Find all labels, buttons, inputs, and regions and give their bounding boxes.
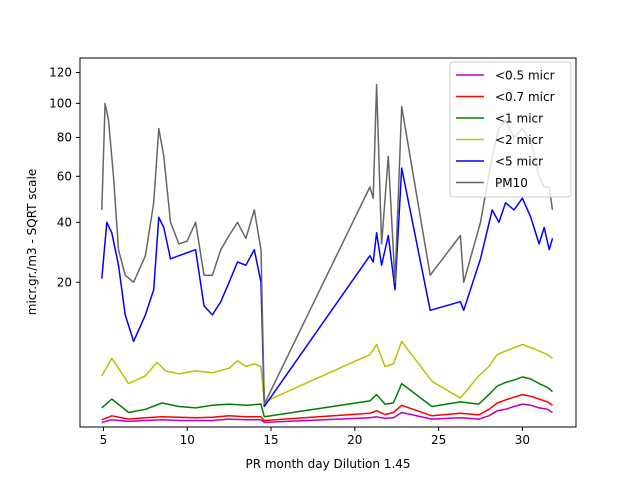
y-tick-label: 20 (57, 275, 72, 289)
y-axis-label: micr.gr./m3 - SQRT scale (25, 169, 39, 315)
x-tick-label: 5 (100, 433, 108, 447)
y-tick-label: 80 (57, 131, 72, 145)
legend-label: <0.7 micr (495, 90, 555, 104)
legend: <0.5 micr <0.7 micr <1 micr <2 micr <5 micr P… (449, 61, 572, 198)
legend-label: <5 micr (495, 155, 543, 169)
series-line-0 (101, 403, 553, 424)
y-tick-label: 40 (57, 215, 72, 229)
legend-label: PM10 (495, 176, 528, 190)
series-line-3 (101, 340, 553, 403)
legend-label: <0.5 micr (495, 69, 555, 83)
plot-frame (79, 57, 577, 428)
y-tick-label: 100 (49, 96, 72, 110)
x-tick-label: 10 (180, 433, 195, 447)
y-axis: 20 40 60 80 100 120 (49, 65, 80, 289)
x-axis-label: PR month day Dilution 1.45 (245, 457, 410, 471)
y-tick-label: 60 (57, 169, 72, 183)
legend-label: <1 micr (495, 112, 543, 126)
y-tick-label: 120 (49, 65, 72, 79)
x-tick-label: 20 (347, 433, 362, 447)
series-line-1 (101, 393, 553, 422)
x-axis: 5 10 15 20 25 30 (100, 427, 530, 447)
series-line-2 (101, 376, 553, 418)
x-tick-label: 30 (515, 433, 530, 447)
x-tick-label: 15 (263, 433, 278, 447)
x-tick-label: 25 (431, 433, 446, 447)
legend-label: <2 micr (495, 133, 543, 147)
